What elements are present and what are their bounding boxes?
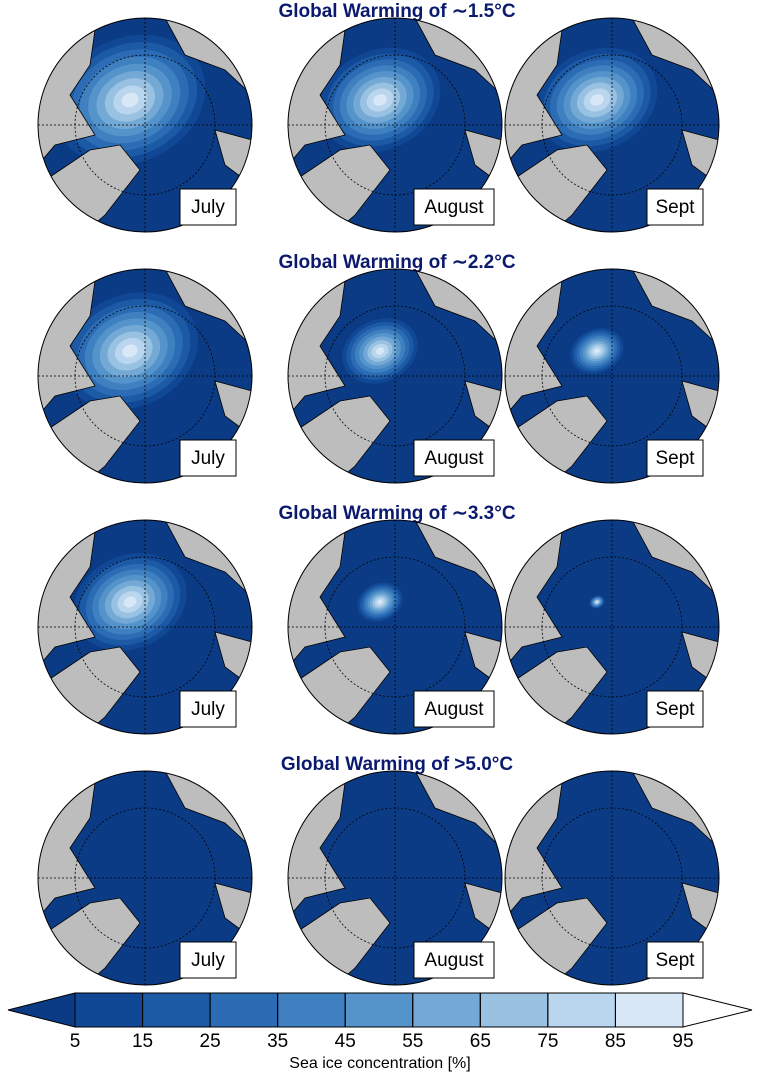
ice	[377, 599, 383, 605]
map-border	[287, 268, 503, 484]
colorbar-extend-low	[7, 992, 76, 1028]
colorbar-tick-label: 15	[132, 1031, 153, 1052]
ice	[121, 92, 139, 108]
colorbar-segment	[614, 992, 684, 1028]
month-label: Sept	[655, 197, 695, 218]
ice	[375, 347, 385, 355]
map-border	[504, 17, 720, 233]
month-box	[646, 690, 704, 728]
row-title: Global Warming of ∼3.3°C	[278, 503, 515, 524]
map-border	[287, 519, 503, 735]
row-title: Global Warming of ∼2.2°C	[278, 252, 515, 273]
month-box	[179, 941, 237, 979]
month-box	[179, 188, 237, 226]
map-border	[37, 268, 253, 484]
month-label: July	[191, 197, 225, 218]
map-border	[504, 519, 720, 735]
month-label: August	[424, 448, 484, 469]
colorbar-tick-label: 5	[70, 1031, 81, 1052]
colorbar-segment	[209, 992, 279, 1028]
month-box	[646, 941, 704, 979]
colorbar-tick-label: 85	[605, 1031, 626, 1052]
ice	[373, 94, 387, 106]
map-border	[504, 770, 720, 986]
month-label: August	[424, 699, 484, 720]
ice	[594, 348, 600, 354]
month-label: Sept	[655, 448, 695, 469]
colorbar-segment	[277, 992, 346, 1028]
map-border	[504, 268, 720, 484]
colorbar-segment	[344, 992, 414, 1028]
colorbar-segment	[547, 992, 616, 1028]
colorbar-tick-label: 95	[672, 1031, 693, 1052]
row-title: Global Warming of ∼1.5°C	[278, 1, 515, 22]
colorbar-tick-label: 45	[335, 1031, 356, 1052]
colorbar-segment	[412, 992, 481, 1028]
month-box	[413, 941, 495, 979]
colorbar-tick-label: 75	[537, 1031, 558, 1052]
map-panel	[505, 18, 719, 232]
colorbar-tick-label: 25	[200, 1031, 221, 1052]
month-label: Sept	[655, 950, 695, 971]
map-border	[287, 770, 503, 986]
map-border	[37, 17, 253, 233]
month-label: Sept	[655, 699, 695, 720]
map-border	[37, 770, 253, 986]
month-label: July	[191, 699, 225, 720]
month-box	[179, 690, 237, 728]
month-box	[413, 690, 495, 728]
colorbar-extend-high	[682, 992, 753, 1028]
month-box	[646, 188, 704, 226]
colorbar-tick-label: 65	[470, 1031, 491, 1052]
month-label: August	[424, 950, 484, 971]
month-label: July	[191, 448, 225, 469]
ice	[122, 344, 138, 358]
colorbar-segment	[142, 992, 211, 1028]
ice	[596, 601, 598, 603]
map-border	[287, 17, 503, 233]
map-panel	[38, 520, 252, 734]
month-box	[646, 439, 704, 477]
ice	[590, 94, 604, 106]
row-title: Global Warming of >5.0°C	[281, 754, 514, 775]
ice	[123, 596, 137, 608]
month-label: July	[191, 950, 225, 971]
colorbar-segment	[74, 992, 144, 1028]
map-border	[37, 519, 253, 735]
month-label: August	[424, 197, 484, 218]
colorbar-tick-label: 35	[267, 1031, 288, 1052]
colorbar-tick-label: 55	[402, 1031, 423, 1052]
month-box	[413, 188, 495, 226]
colorbar-segment	[479, 992, 549, 1028]
month-box	[413, 439, 495, 477]
colorbar-label: Sea ice concentration [%]	[289, 1055, 470, 1072]
month-box	[179, 439, 237, 477]
